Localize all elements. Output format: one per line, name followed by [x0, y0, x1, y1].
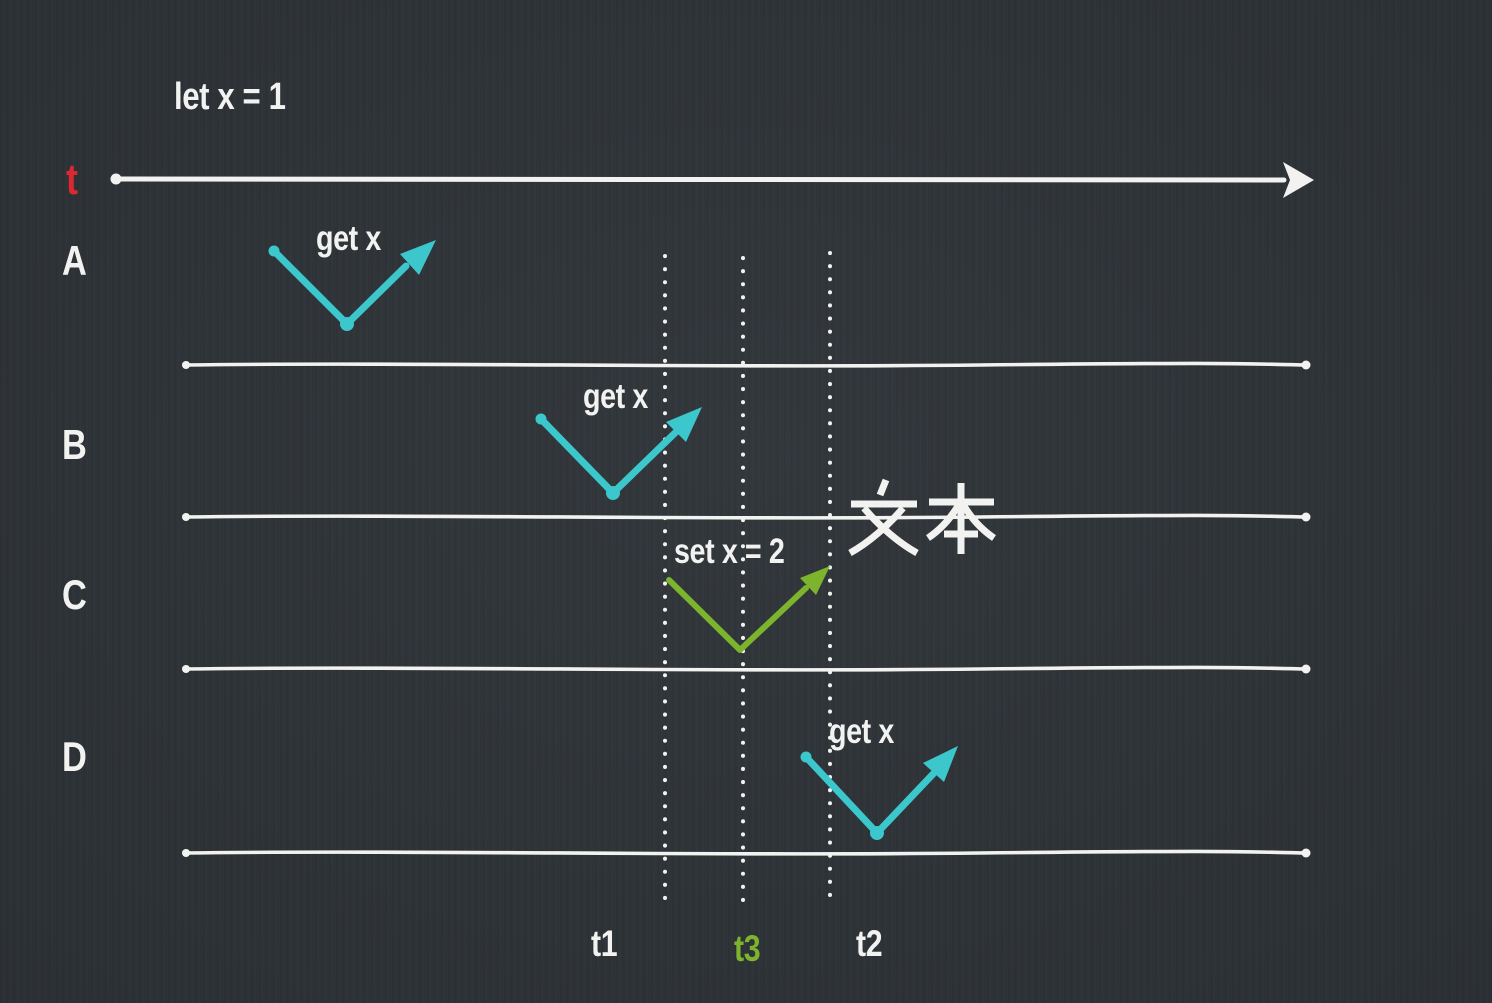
- get-x-check-d: [800, 746, 958, 840]
- row-divider-d: [182, 849, 1310, 856]
- divider-a-right-dot: [1301, 360, 1311, 370]
- get-x-label-b: get x: [583, 377, 648, 416]
- check-b-arrowhead-icon: [666, 407, 702, 442]
- marker-label-t3: t3: [734, 928, 761, 969]
- check-b-stroke: [537, 415, 681, 497]
- row-label-a: A: [62, 237, 87, 284]
- set-x-label-c: set x = 2: [674, 532, 785, 571]
- cjk-wen-left-falling-stroke: [848, 505, 906, 557]
- row-divider-a: [182, 361, 1310, 368]
- get-x-label-d: get x: [829, 712, 894, 751]
- row-dividers: [182, 360, 1311, 858]
- divider-c-right-dot: [1301, 664, 1311, 674]
- time-axis-line: [111, 175, 1287, 184]
- marker-label-t1: t1: [591, 923, 618, 964]
- marker-label-t2: t2: [856, 923, 883, 964]
- divider-d-right-dot: [1301, 848, 1311, 858]
- get-x-check-a: [268, 240, 436, 331]
- cjk-ben-left-diagonal-stroke: [926, 504, 961, 541]
- check-d-start-dot: [800, 751, 812, 763]
- time-axis-arrowhead-icon: [1283, 162, 1314, 198]
- divider-c-left-dot: [182, 665, 190, 673]
- cjk-text: 文本: [846, 478, 998, 552]
- time-axis-label: t: [66, 155, 78, 204]
- check-a-vertex-dot: [340, 317, 354, 331]
- time-marker-lines: [663, 251, 832, 909]
- get-x-label-a: get x: [316, 219, 381, 258]
- row-divider-c: [182, 665, 1310, 672]
- row-divider-b: [182, 513, 1310, 520]
- check-b-start-dot: [535, 413, 547, 425]
- divider-a-left-dot: [182, 361, 190, 369]
- check-d-stroke: [802, 753, 938, 837]
- row-label-d: D: [62, 733, 87, 780]
- check-a-stroke: [270, 247, 410, 328]
- time-axis-start-dot: [110, 173, 122, 185]
- divider-b-left-dot: [182, 513, 190, 521]
- row-label-b: B: [62, 421, 87, 468]
- cjk-wen-dot-stroke: [876, 478, 890, 497]
- check-c-arrowhead-icon: [800, 566, 830, 595]
- cjk-wen-right-falling-stroke: [861, 505, 919, 557]
- check-d-vertex-dot: [870, 826, 884, 840]
- divider-b-right-dot: [1301, 512, 1311, 522]
- check-d-arrowhead-icon: [923, 746, 958, 782]
- set-x-check-c: [666, 566, 830, 653]
- cjk-glyph-strokes: [848, 478, 996, 557]
- cjk-ben-right-diagonal-stroke: [961, 504, 996, 541]
- divider-d-left-dot: [182, 849, 190, 857]
- get-x-check-b: [535, 407, 702, 500]
- init-statement-label: let x = 1: [174, 76, 286, 118]
- check-a-arrowhead-icon: [400, 240, 436, 275]
- check-b-vertex-dot: [606, 486, 620, 500]
- check-a-start-dot: [268, 245, 280, 257]
- time-axis: [110, 162, 1314, 198]
- row-label-c: C: [62, 571, 87, 618]
- check-c-stroke: [666, 577, 809, 653]
